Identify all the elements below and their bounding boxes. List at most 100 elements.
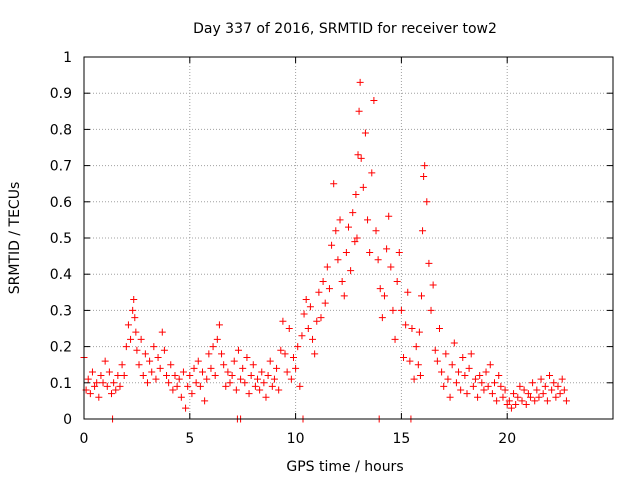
data-point: [459, 353, 467, 361]
data-point: [408, 325, 416, 332]
data-point: [416, 372, 424, 380]
data-point: [270, 375, 278, 383]
data-point: [370, 96, 378, 104]
data-point: [285, 325, 293, 332]
data-point: [226, 379, 234, 387]
data-point: [476, 372, 484, 380]
data-point: [529, 379, 537, 387]
data-point: [281, 350, 289, 358]
data-point: [254, 375, 262, 383]
data-point: [444, 375, 452, 383]
chart-title: Day 337 of 2016, SRMTID for receiver tow…: [193, 21, 497, 37]
data-point: [539, 390, 547, 398]
data-point: [321, 299, 329, 307]
data-point: [342, 248, 350, 256]
data-point: [171, 372, 179, 380]
data-point: [505, 397, 513, 405]
y-tick-label: 0.4: [50, 267, 72, 283]
data-point: [448, 361, 456, 369]
data-point: [361, 129, 369, 137]
data-point: [237, 375, 245, 383]
data-point: [391, 335, 399, 343]
data-point: [495, 372, 503, 380]
x-tick-label: 15: [392, 431, 410, 447]
data-point: [323, 263, 331, 271]
data-point: [268, 382, 276, 390]
data-point: [467, 350, 475, 358]
data-point: [256, 386, 264, 394]
data-point: [520, 386, 528, 394]
data-point: [480, 386, 488, 394]
data-point: [317, 314, 325, 322]
data-point: [338, 277, 346, 285]
data-point: [433, 357, 441, 365]
y-tick-label: 0.3: [50, 303, 72, 319]
data-point: [446, 393, 454, 401]
data-point: [165, 379, 173, 387]
data-point: [376, 285, 384, 293]
data-point: [133, 346, 141, 354]
data-point: [298, 332, 306, 340]
data-point: [406, 357, 414, 365]
data-point: [415, 328, 423, 336]
data-point: [419, 227, 427, 235]
data-point: [313, 317, 321, 325]
data-point: [215, 321, 223, 329]
data-point: [302, 296, 310, 304]
data-point: [421, 162, 429, 170]
data-point: [152, 375, 160, 383]
x-tick-label: 20: [498, 431, 516, 447]
y-tick-label: 0: [63, 412, 72, 428]
grid-lines: [84, 57, 613, 419]
data-point: [389, 306, 397, 314]
data-point: [372, 227, 380, 235]
data-point: [503, 401, 511, 409]
y-tick-label: 0.2: [50, 340, 72, 356]
data-point: [541, 382, 549, 390]
data-point: [345, 223, 352, 231]
data-point: [129, 306, 137, 314]
data-point: [355, 107, 363, 115]
data-point: [137, 335, 145, 343]
data-point: [132, 328, 140, 336]
data-point: [209, 343, 217, 351]
data-point: [294, 343, 302, 351]
data-point: [243, 353, 251, 361]
data-point: [356, 78, 364, 86]
data-point: [194, 357, 202, 365]
data-point: [442, 350, 450, 358]
data-point: [97, 372, 105, 380]
data-point: [91, 382, 99, 390]
data-point: [141, 350, 149, 358]
data-point: [533, 386, 541, 394]
data-point: [289, 353, 297, 361]
y-tick-label: 0.9: [50, 86, 72, 102]
plot-frame: [83, 56, 614, 420]
data-point: [410, 375, 418, 383]
data-point: [554, 382, 562, 390]
y-tick-label: 0.8: [50, 122, 72, 138]
data-point: [296, 382, 304, 390]
data-point: [431, 346, 439, 354]
data-point: [160, 346, 168, 354]
data-point: [304, 325, 312, 332]
data-point: [404, 288, 412, 296]
data-point: [300, 310, 308, 318]
data-point: [266, 357, 274, 365]
data-point: [452, 379, 460, 387]
data-point: [482, 368, 490, 376]
data-point: [245, 390, 253, 398]
x-tick-label: 0: [80, 431, 89, 447]
data-point: [332, 227, 340, 235]
data-point: [213, 335, 221, 343]
data-point: [364, 216, 372, 224]
data-point: [103, 382, 111, 390]
data-point: [395, 248, 403, 256]
data-point: [309, 335, 317, 343]
data-point: [315, 288, 323, 296]
data-point: [179, 368, 187, 376]
data-point: [524, 390, 532, 398]
data-point: [190, 364, 198, 372]
data-point: [205, 350, 213, 358]
